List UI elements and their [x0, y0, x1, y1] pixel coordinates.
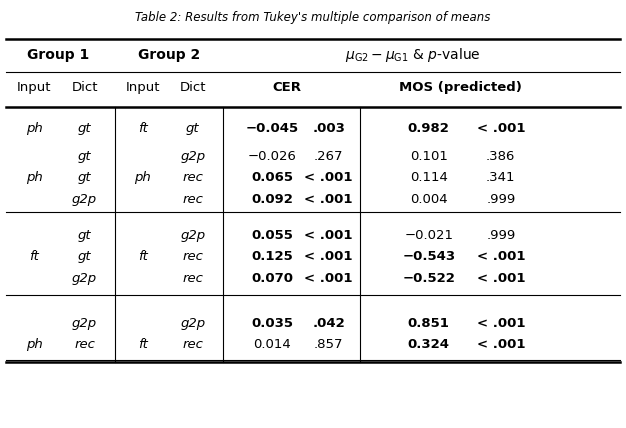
Text: ph: ph — [26, 171, 43, 184]
Text: MOS (predicted): MOS (predicted) — [399, 81, 521, 94]
Text: rec: rec — [182, 338, 203, 351]
Text: 0.004: 0.004 — [410, 193, 448, 205]
Text: −0.021: −0.021 — [404, 229, 453, 242]
Text: Dict: Dict — [71, 81, 98, 94]
Text: 0.065: 0.065 — [251, 171, 294, 184]
Text: ph: ph — [135, 171, 151, 184]
Text: Dict: Dict — [180, 81, 206, 94]
Text: 0.014: 0.014 — [254, 338, 291, 351]
Text: rec: rec — [74, 338, 95, 351]
Text: < .001: < .001 — [476, 250, 525, 263]
Text: ph: ph — [26, 338, 43, 351]
Text: < .001: < .001 — [476, 122, 525, 135]
Text: 0.101: 0.101 — [410, 150, 448, 163]
Text: < .001: < .001 — [476, 338, 525, 351]
Text: −0.543: −0.543 — [403, 250, 455, 263]
Text: 0.851: 0.851 — [408, 317, 449, 330]
Text: 0.324: 0.324 — [408, 338, 450, 351]
Text: .003: .003 — [312, 122, 345, 135]
Text: 0.092: 0.092 — [252, 193, 293, 205]
Text: < .001: < .001 — [476, 272, 525, 285]
Text: rec: rec — [182, 193, 203, 205]
Text: ft: ft — [138, 338, 148, 351]
Text: g2p: g2p — [72, 193, 97, 205]
Text: 0.035: 0.035 — [251, 317, 294, 330]
Text: 0.070: 0.070 — [251, 272, 294, 285]
Text: ft: ft — [29, 250, 39, 263]
Text: 0.125: 0.125 — [252, 250, 293, 263]
Text: .999: .999 — [486, 193, 515, 205]
Text: < .001: < .001 — [476, 317, 525, 330]
Text: < .001: < .001 — [304, 272, 353, 285]
Text: < .001: < .001 — [304, 229, 353, 242]
Text: Table 2: Results from Tukey's multiple comparison of means: Table 2: Results from Tukey's multiple c… — [135, 11, 491, 24]
Text: ft: ft — [138, 250, 148, 263]
Text: gt: gt — [78, 171, 91, 184]
Text: < .001: < .001 — [304, 193, 353, 205]
Text: Input: Input — [17, 81, 52, 94]
Text: ph: ph — [26, 122, 43, 135]
Text: .999: .999 — [486, 229, 515, 242]
Text: < .001: < .001 — [304, 171, 353, 184]
Text: 0.114: 0.114 — [410, 171, 448, 184]
Text: g2p: g2p — [180, 229, 205, 242]
Text: rec: rec — [182, 272, 203, 285]
Text: g2p: g2p — [72, 317, 97, 330]
Text: g2p: g2p — [180, 317, 205, 330]
Text: Group 1: Group 1 — [27, 48, 90, 62]
Text: .042: .042 — [312, 317, 345, 330]
Text: gt: gt — [78, 150, 91, 163]
Text: Input: Input — [125, 81, 160, 94]
Text: gt: gt — [78, 250, 91, 263]
Text: −0.026: −0.026 — [248, 150, 297, 163]
Text: < .001: < .001 — [304, 250, 353, 263]
Text: .341: .341 — [486, 171, 516, 184]
Text: ft: ft — [138, 122, 148, 135]
Text: rec: rec — [182, 250, 203, 263]
Text: $\mu_{\mathsf{G2}} - \mu_{\mathsf{G1}}$ & $p$-value: $\mu_{\mathsf{G2}} - \mu_{\mathsf{G1}}$ … — [346, 46, 481, 64]
Text: gt: gt — [186, 122, 200, 135]
Text: 0.982: 0.982 — [408, 122, 449, 135]
Text: g2p: g2p — [180, 150, 205, 163]
Text: Group 2: Group 2 — [138, 48, 200, 62]
Text: 0.055: 0.055 — [252, 229, 293, 242]
Text: CER: CER — [272, 81, 301, 94]
Text: rec: rec — [182, 171, 203, 184]
Text: gt: gt — [78, 229, 91, 242]
Text: −0.522: −0.522 — [403, 272, 455, 285]
Text: gt: gt — [78, 122, 91, 135]
Text: .386: .386 — [486, 150, 515, 163]
Text: .857: .857 — [314, 338, 344, 351]
Text: g2p: g2p — [72, 272, 97, 285]
Text: .267: .267 — [314, 150, 344, 163]
Text: −0.045: −0.045 — [246, 122, 299, 135]
